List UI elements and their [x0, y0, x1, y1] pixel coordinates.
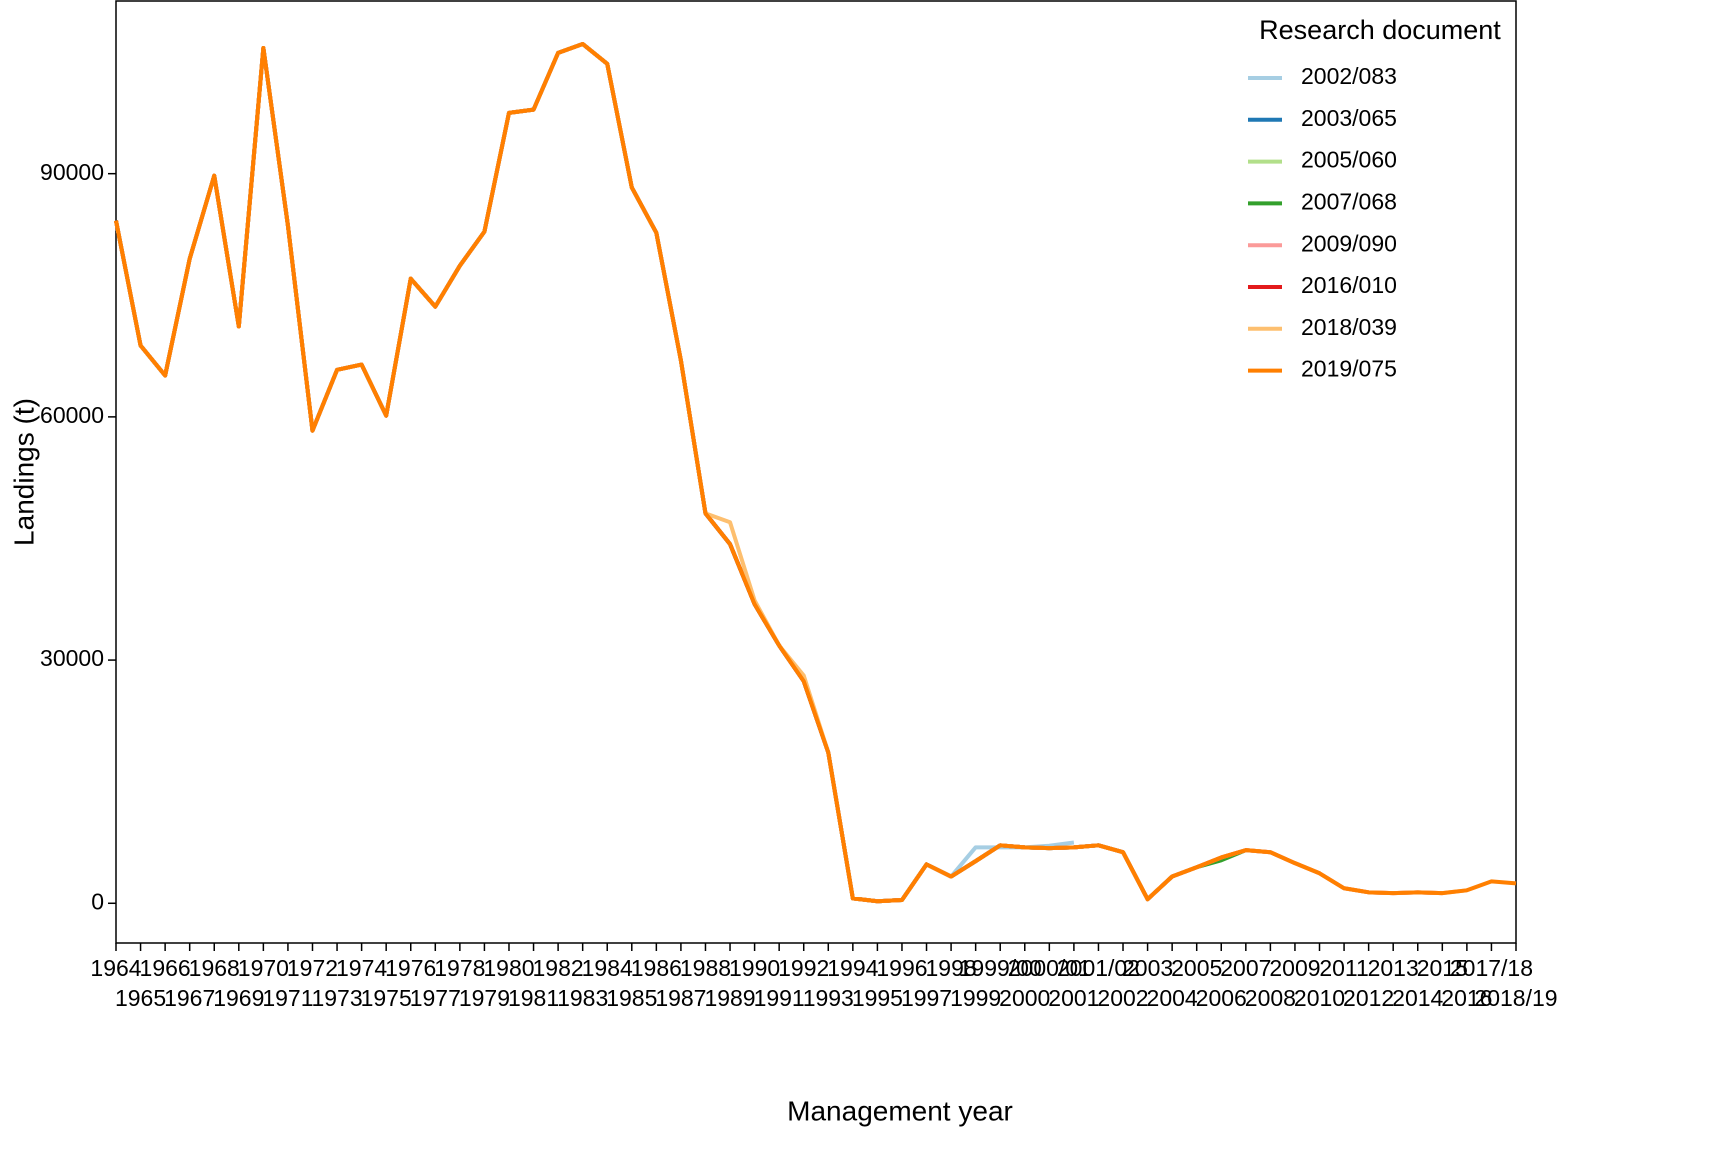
series-line: [114, 41, 1296, 904]
x-tick-label: 2006: [1196, 985, 1247, 1011]
x-tick-label: 2015: [1417, 955, 1468, 981]
x-tick-label: 1973: [311, 985, 362, 1011]
x-tick-label: 1988: [680, 955, 731, 981]
series-line: [114, 41, 1124, 904]
x-axis-title: Management year: [787, 1095, 1013, 1126]
y-tick-label: 60000: [40, 402, 104, 428]
x-tick-label: 1986: [631, 955, 682, 981]
x-tick-label: 1999: [950, 985, 1001, 1011]
x-tick-label: 1999/00: [959, 955, 1042, 981]
x-tick-label: 2005: [1171, 955, 1222, 981]
y-axis-title: Landings (t): [8, 398, 39, 546]
x-tick-label: 1978: [434, 955, 485, 981]
x-tick-label: 1985: [606, 985, 657, 1011]
legend-label: 2003/065: [1301, 105, 1397, 131]
x-tick-label: 1974: [336, 955, 387, 981]
legend-title: Research document: [1259, 15, 1501, 45]
x-tick-label: 1972: [287, 955, 338, 981]
x-tick-label: 2017/18: [1450, 955, 1533, 981]
legend-label: 2002/083: [1301, 63, 1397, 89]
x-tick-label: 2000/01: [1008, 955, 1091, 981]
legend-label: 2009/090: [1301, 230, 1397, 256]
x-tick-label: 1997: [901, 985, 952, 1011]
x-tick-label: 2018/19: [1474, 985, 1557, 1011]
y-tick-label: 90000: [40, 159, 104, 185]
x-tick-label: 1966: [140, 955, 191, 981]
x-tick-label: 1992: [778, 955, 829, 981]
x-tick-label: 2016: [1441, 985, 1492, 1011]
x-tick-label: 1971: [262, 985, 313, 1011]
legend-label: 2007/068: [1301, 188, 1397, 214]
x-tick-label: 1981: [508, 985, 559, 1011]
x-tick-label: 2013: [1368, 955, 1419, 981]
x-tick-label: 2008: [1245, 985, 1296, 1011]
series-line: [114, 41, 1075, 904]
legend-label: 2005/060: [1301, 147, 1397, 173]
x-tick-label: 2014: [1392, 985, 1443, 1011]
series-line: [114, 41, 1174, 904]
x-tick-label: 2001/02: [1057, 955, 1140, 981]
plot-frame: [115, 0, 1517, 944]
x-tick-label: 2004: [1147, 985, 1198, 1011]
legend-label: 2016/010: [1301, 272, 1397, 298]
x-tick-label: 1965: [115, 985, 166, 1011]
x-tick-label: 2001: [1048, 985, 1099, 1011]
x-tick-label: 1976: [385, 955, 436, 981]
x-tick-label: 1967: [164, 985, 215, 1011]
y-tick-label: 0: [91, 888, 104, 914]
series-line: [114, 41, 1517, 904]
legend-label: 2019/075: [1301, 356, 1397, 382]
x-tick-label: 1964: [90, 955, 141, 981]
series-line: [114, 41, 1443, 904]
x-tick-label: 2007: [1220, 955, 1271, 981]
x-tick-label: 2009: [1269, 955, 1320, 981]
x-tick-label: 1995: [852, 985, 903, 1011]
x-tick-label: 1989: [704, 985, 755, 1011]
x-tick-label: 2003: [1122, 955, 1173, 981]
x-tick-label: 1998: [926, 955, 977, 981]
legend-label: 2018/039: [1301, 314, 1397, 340]
y-tick-label: 30000: [40, 645, 104, 671]
x-tick-label: 2010: [1294, 985, 1345, 1011]
series-line: [114, 41, 1247, 904]
x-tick-label: 1980: [483, 955, 534, 981]
x-tick-label: 1994: [827, 955, 878, 981]
x-tick-label: 1968: [189, 955, 240, 981]
x-tick-label: 1975: [361, 985, 412, 1011]
x-tick-label: 1983: [557, 985, 608, 1011]
x-tick-label: 1984: [582, 955, 633, 981]
x-tick-label: 1993: [803, 985, 854, 1011]
x-tick-label: 1996: [876, 955, 927, 981]
x-tick-label: 2012: [1343, 985, 1394, 1011]
x-tick-label: 1982: [533, 955, 584, 981]
x-tick-label: 2000: [999, 985, 1050, 1011]
x-tick-label: 1991: [754, 985, 805, 1011]
x-tick-label: 2002: [1097, 985, 1148, 1011]
x-tick-label: 1987: [655, 985, 706, 1011]
x-tick-label: 1970: [238, 955, 289, 981]
x-tick-label: 1979: [459, 985, 510, 1011]
series-line: [114, 41, 1468, 904]
x-tick-label: 1990: [729, 955, 780, 981]
x-tick-label: 2011: [1319, 955, 1368, 981]
x-tick-label: 1977: [410, 985, 461, 1011]
x-tick-label: 1969: [213, 985, 264, 1011]
